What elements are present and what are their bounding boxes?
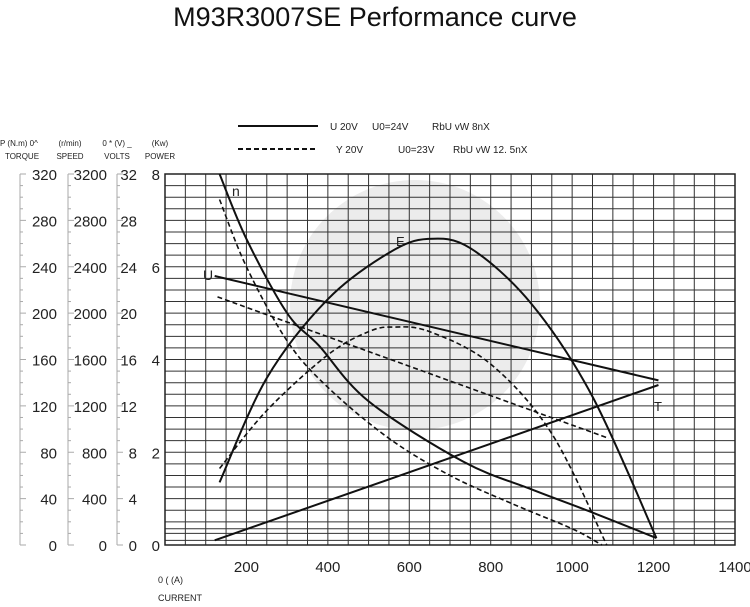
legend-label: U 20V	[330, 122, 358, 133]
y-axis-unit: (r/min)	[58, 139, 81, 148]
y-tick-label: 24	[120, 260, 137, 277]
plot-frame	[164, 173, 736, 546]
y-axis-label: TORQUE	[5, 152, 39, 161]
series-U-solid	[214, 275, 659, 382]
y-tick-label: 2800	[74, 213, 107, 230]
curve-label-E: E	[396, 234, 405, 249]
series-n-solid	[218, 173, 657, 539]
legend-u0: U0=23V	[398, 145, 435, 156]
x-tick-label: 200	[234, 559, 259, 576]
y-tick-label: 2	[152, 445, 160, 462]
y-tick-label: 8	[152, 167, 160, 184]
y-tick-label: 12	[120, 399, 137, 416]
y-axis-label: SPEED	[56, 152, 83, 161]
y-tick-label: 120	[32, 399, 57, 416]
y-tick-label: 320	[32, 167, 57, 184]
series-U-dashed	[217, 296, 610, 440]
legend-resistance: RbU vW 8nX	[432, 122, 490, 133]
curve-label-T: T	[654, 399, 662, 414]
y-tick-label: 0	[99, 538, 107, 555]
legend-label: Y 20V	[336, 145, 363, 156]
y-tick-label: 800	[82, 445, 107, 462]
y-tick-label: 3200	[74, 167, 107, 184]
y-tick-label: 4	[152, 353, 160, 370]
y-axis-label: VOLTS	[104, 152, 130, 161]
y-tick-label: 280	[32, 213, 57, 230]
x-tick-label: 1400	[718, 559, 750, 576]
x-tick-label: 600	[397, 559, 422, 576]
x-axis-unit: 0 ( (A)	[158, 575, 183, 585]
series-E-dashed	[218, 326, 608, 546]
legend-u0: U0=24V	[372, 122, 409, 133]
series-E-solid	[218, 237, 658, 539]
y-tick-label: 16	[120, 353, 137, 370]
y-tick-label: 1200	[74, 399, 107, 416]
y-tick-label: 200	[32, 306, 57, 323]
legend-resistance: RbU vW 12. 5nX	[453, 145, 528, 156]
y-tick-label: 160	[32, 353, 57, 370]
y-tick-label: 8	[129, 445, 137, 462]
y-tick-label: 0	[129, 538, 137, 555]
curve-label-U: U	[203, 267, 213, 283]
y-tick-label: 1600	[74, 353, 107, 370]
y-axis-label: POWER	[145, 152, 175, 161]
y-tick-label: 40	[40, 492, 57, 509]
y-tick-label: 400	[82, 492, 107, 509]
y-tick-label: 28	[120, 213, 137, 230]
y-tick-label: 4	[129, 492, 137, 509]
y-axis-unit: P (N.m) 0^	[0, 139, 38, 148]
x-tick-label: 1200	[637, 559, 670, 576]
x-tick-label: 400	[315, 559, 340, 576]
y-tick-label: 0	[152, 538, 160, 555]
y-axis-unit: (Kw)	[152, 139, 169, 148]
y-tick-label: 0	[49, 538, 57, 555]
y-tick-label: 20	[120, 306, 137, 323]
x-tick-label: 800	[478, 559, 503, 576]
y-tick-label: 2400	[74, 260, 107, 277]
y-tick-label: 32	[120, 167, 137, 184]
y-tick-label: 240	[32, 260, 57, 277]
x-axis-label: CURRENT	[158, 593, 203, 603]
y-axis-unit: 0 * (V) _	[102, 139, 132, 148]
y-tick-label: 2000	[74, 306, 107, 323]
series-T-solid	[214, 384, 659, 542]
chart-title: M93R3007SE Performance curve	[173, 2, 577, 32]
series-n-dashed	[218, 199, 603, 546]
x-tick-label: 1000	[555, 559, 588, 576]
watermark	[290, 180, 540, 430]
curve-label-n: n	[232, 183, 240, 199]
y-tick-label: 6	[152, 260, 160, 277]
y-tick-label: 80	[40, 445, 57, 462]
